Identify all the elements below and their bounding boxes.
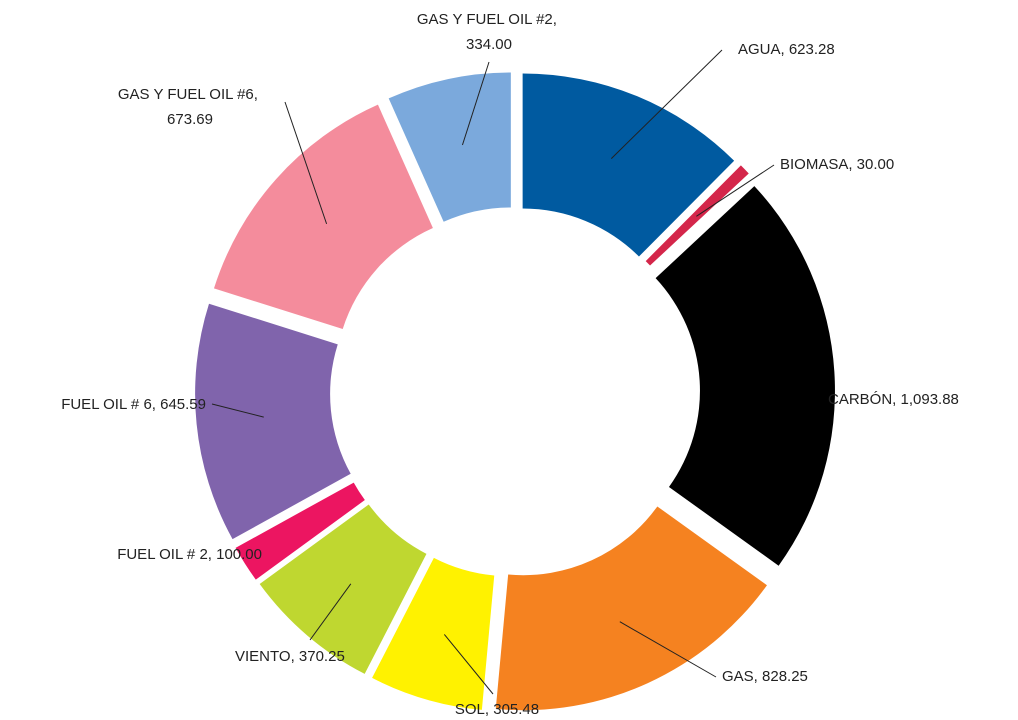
leader-line — [309, 583, 352, 641]
donut-slice — [495, 506, 767, 711]
donut-slice — [195, 303, 351, 540]
leader-line — [696, 164, 775, 217]
data-label: GAS Y FUEL OIL #2, 334.00 — [417, 11, 561, 53]
donut-slice — [213, 104, 433, 330]
leader-line — [284, 101, 328, 225]
data-label: BIOMASA, 30.00 — [780, 156, 894, 173]
data-label: GAS, 828.25 — [722, 668, 808, 685]
data-label: VIENTO, 370.25 — [235, 648, 345, 665]
leader-line — [211, 403, 264, 418]
label-line: GAS Y FUEL OIL #2, — [417, 11, 561, 28]
label-line: GAS Y FUEL OIL #6, — [118, 86, 262, 103]
donut-slice — [235, 482, 365, 580]
data-label: AGUA, 623.28 — [738, 41, 835, 58]
donut-slice — [655, 186, 835, 566]
donut-slice — [372, 557, 495, 710]
data-label: GAS Y FUEL OIL #6, 673.69 — [118, 86, 262, 128]
data-label: CARBÓN, 1,093.88 — [828, 391, 959, 408]
label-line: 334.00 — [466, 36, 512, 53]
leader-line — [610, 49, 723, 159]
leader-line — [443, 634, 494, 695]
data-label: FUEL OIL # 6, 645.59 — [61, 396, 206, 413]
leader-line — [461, 61, 490, 146]
label-line: 673.69 — [167, 111, 213, 128]
data-label: FUEL OIL # 2, 100.00 — [117, 546, 262, 563]
donut-slice — [388, 72, 511, 222]
leader-line — [619, 621, 717, 678]
donut-slice — [259, 504, 427, 674]
donut-slice — [522, 73, 735, 257]
data-label: SOL, 305.48 — [455, 701, 539, 718]
